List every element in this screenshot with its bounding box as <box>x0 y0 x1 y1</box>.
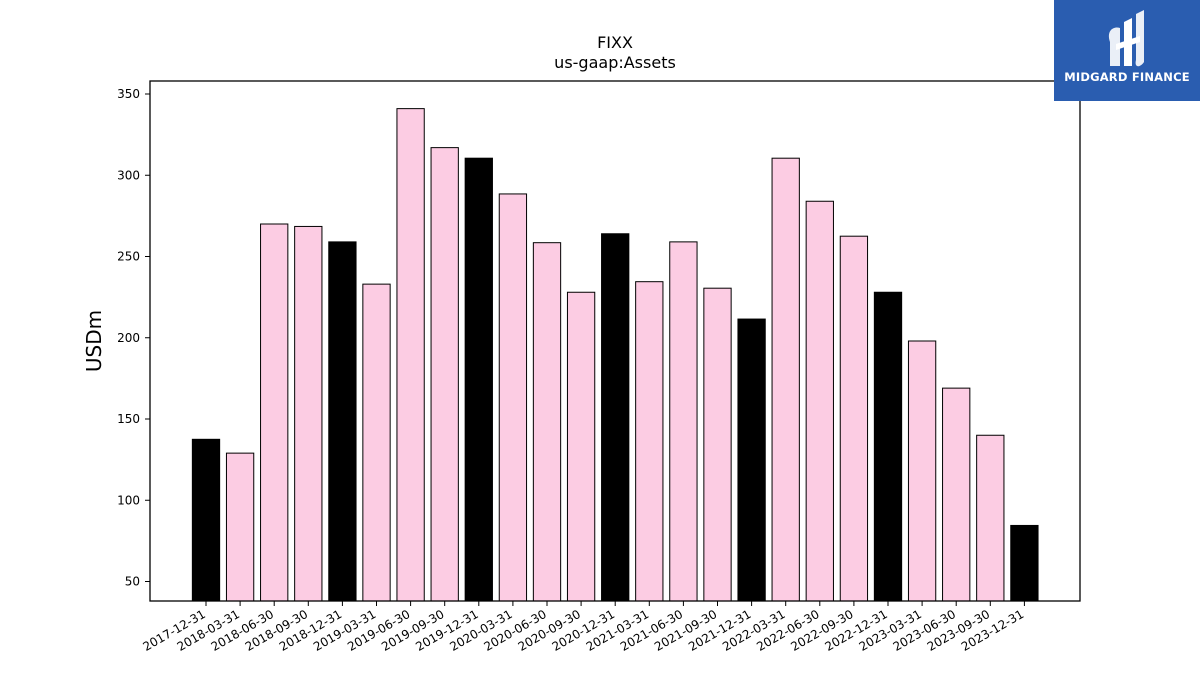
bar-2019-12-31 <box>464 157 493 602</box>
bar-2018-09-30 <box>294 225 323 602</box>
bar-2023-09-30 <box>976 434 1005 602</box>
bar-2019-06-30 <box>396 108 425 602</box>
bar-2022-06-30 <box>805 200 834 602</box>
brand-logo: MIDGARD FINANCE <box>1054 0 1200 101</box>
x-axis: 2017-12-312018-03-312018-06-302018-09-30… <box>140 601 1026 654</box>
y-tick-label: 150 <box>117 412 140 426</box>
plot-frame <box>149 80 1081 602</box>
bar-2023-03-31 <box>907 340 937 602</box>
bar-2021-09-30 <box>703 287 732 602</box>
bar-2020-06-30 <box>532 242 562 602</box>
bar-2020-12-31 <box>601 233 630 602</box>
bar-2021-03-31 <box>635 281 664 602</box>
bar-2018-03-31 <box>225 452 255 602</box>
logo-text: MIDGARD FINANCE <box>1064 70 1190 84</box>
bar-2023-06-30 <box>942 387 971 602</box>
bar-2019-03-31 <box>362 283 391 602</box>
bar-2018-12-31 <box>328 241 357 602</box>
y-tick-label: 300 <box>117 168 140 182</box>
y-axis: 50 100 150 200 250 300 350 <box>117 87 150 589</box>
bar-2022-12-31 <box>873 291 903 602</box>
bar-2019-09-30 <box>430 147 459 602</box>
bar-2021-12-31 <box>737 318 766 602</box>
bar-2022-09-30 <box>839 235 869 602</box>
bar-2018-06-30 <box>260 223 289 602</box>
y-tick-label: 250 <box>117 250 140 264</box>
chart-subtitle: us-gaap:Assets <box>554 53 676 72</box>
y-tick-label: 100 <box>117 493 140 507</box>
bar-2020-03-31 <box>498 193 528 602</box>
y-axis-label: USDm <box>82 310 106 372</box>
y-tick-label: 350 <box>117 87 140 101</box>
bar-2020-09-30 <box>566 291 596 602</box>
bar-2023-12-31 <box>1010 524 1039 602</box>
bar-series <box>191 108 1039 602</box>
bar-2021-06-30 <box>669 241 698 602</box>
chart-title: FIXX <box>597 33 633 52</box>
y-tick-label: 50 <box>125 575 140 589</box>
y-tick-label: 200 <box>117 331 140 345</box>
midgard-logo-icon <box>1108 10 1144 67</box>
bar-2017-12-31 <box>191 438 221 602</box>
bar-2022-03-31 <box>771 157 800 602</box>
